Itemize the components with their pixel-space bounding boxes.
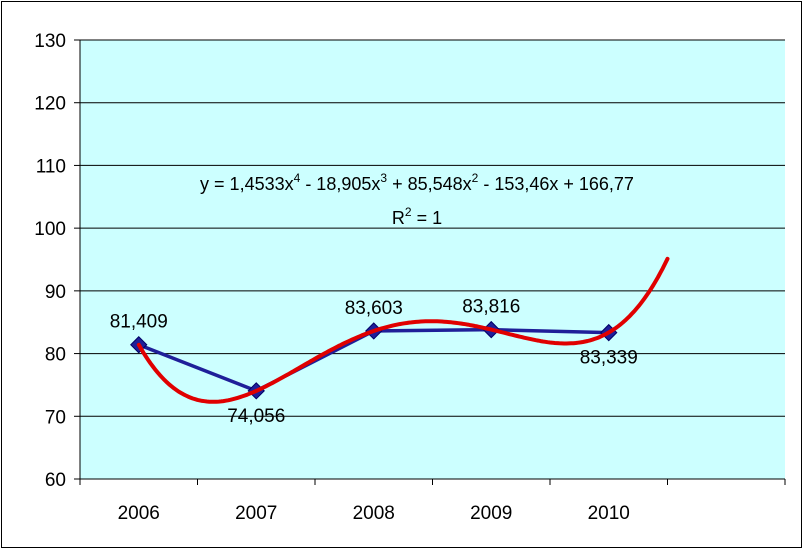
y-tick-label: 110 <box>36 156 66 177</box>
x-tick-label: 2007 <box>235 503 277 524</box>
data-labels: 81,409 74,056 83,603 83,816 83,339 <box>110 297 638 427</box>
y-axis-ticks: 60 70 80 90 100 110 120 130 <box>34 31 80 491</box>
data-label: 74,056 <box>227 406 285 427</box>
data-label: 83,339 <box>580 348 638 369</box>
x-tick-label: 2009 <box>470 503 512 524</box>
y-tick-label: 100 <box>34 219 66 240</box>
x-tick-label: 2008 <box>353 503 395 524</box>
x-tick-label: 2010 <box>588 503 630 524</box>
y-tick-label: 70 <box>45 407 66 428</box>
data-label: 83,816 <box>462 297 520 318</box>
y-tick-label: 80 <box>45 345 66 366</box>
r-squared-label: R2 = 1 <box>392 205 442 228</box>
y-tick-label: 130 <box>34 31 66 52</box>
y-tick-label: 90 <box>45 282 66 303</box>
trendline-curve <box>136 256 670 404</box>
data-label: 83,603 <box>345 298 403 319</box>
x-tick-label: 2006 <box>118 503 160 524</box>
trendline-equation: y = 1,4533x4 - 18,905x3 + 85,548x2 - 153… <box>200 171 634 194</box>
plot-area <box>80 40 785 479</box>
data-label: 81,409 <box>110 312 168 333</box>
y-tick-label: 60 <box>45 470 66 491</box>
y-tick-label: 120 <box>34 94 66 115</box>
x-axis-ticks: 2006 2007 2008 2009 2010 <box>79 479 786 524</box>
trendline-layer <box>136 256 670 404</box>
